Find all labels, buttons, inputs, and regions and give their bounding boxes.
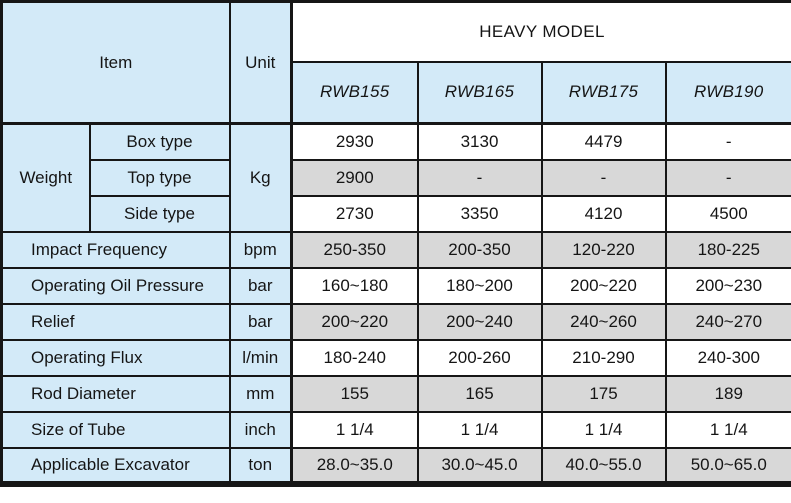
unit-header: Unit (228, 0, 293, 125)
value-cell: 40.0~55.0 (540, 446, 667, 485)
weight-type-label: Top type (88, 158, 231, 197)
spec-table: Item Unit HEAVY MODEL RWB155 RWB165 RWB1… (0, 0, 791, 487)
value-cell: 1 1/4 (540, 410, 667, 449)
value-cell: 200~230 (664, 266, 791, 305)
spec-row-operating-flux: Operating Flux l/min 180-240 200-260 210-290… (0, 338, 791, 377)
value-cell: 180-225 (664, 230, 791, 269)
value-cell: 180~200 (416, 266, 543, 305)
spec-row-rod-diameter: Rod Diameter mm 155 165 175 189 (0, 374, 791, 413)
table-header-row-group: Item Unit HEAVY MODEL (0, 0, 791, 125)
value-cell: 4120 (540, 194, 667, 233)
value-cell: 240~260 (540, 302, 667, 341)
table-header-row-models: RWB155 RWB165 RWB175 RWB190 (2, 60, 791, 125)
weight-row-top-type: Top type 2900- - - (2, 158, 791, 197)
value-cell: 180-240 (290, 338, 419, 377)
row-label: Applicable Excavator (0, 446, 231, 485)
weight-row-box-type: Weight Box type Kg 2930 3130 4479- (0, 122, 791, 233)
value-cell: 1 1/4 (416, 410, 543, 449)
unit-cell: mm (228, 374, 293, 413)
value-cell: 120-220 (540, 230, 667, 269)
value-cell: 200~220 (540, 266, 667, 305)
row-label: Impact Frequency (0, 230, 231, 269)
value-cell: 175 (540, 374, 667, 413)
value-cell: 2900 (290, 158, 419, 197)
spec-row-impact-frequency: Impact Frequency bpm 250-350 200-350 120-220… (0, 230, 791, 269)
value-cell: 1 1/4 (664, 410, 791, 449)
value-cell: 2930 (290, 122, 419, 161)
value-cell: 4500 (664, 194, 791, 233)
row-label: Rod Diameter (0, 374, 231, 413)
weight-type-label: Side type (88, 194, 231, 233)
group-header-heavy-model: HEAVY MODEL (290, 0, 791, 63)
spec-table-body: Weight Box type Kg 2930 3130 4479- Top type 290… (0, 122, 791, 485)
model-header-rwb155: RWB155 (290, 60, 419, 125)
row-label: Relief (0, 302, 231, 341)
unit-cell: bar (228, 266, 293, 305)
unit-cell: inch (228, 410, 293, 449)
value-cell: 250-350 (290, 230, 419, 269)
weight-row-side-type: Side type 2730 3350 4120 4500 (2, 194, 791, 233)
value-cell: 200-260 (416, 338, 543, 377)
unit-cell: Kg (228, 122, 293, 233)
value-cell: 200~240 (416, 302, 543, 341)
unit-cell: bpm (228, 230, 293, 269)
spec-row-size-of-tube: Size of Tube inch 1 1/4 1 1/4 1 1/4 1 1/4 (0, 410, 791, 449)
item-header: Item (0, 0, 231, 125)
model-header-rwb175: RWB175 (540, 60, 667, 125)
value-cell: 240~270 (664, 302, 791, 341)
value-cell: 165 (416, 374, 543, 413)
row-label: Operating Flux (0, 338, 231, 377)
value-cell: 2730 (290, 194, 419, 233)
model-header-rwb165: RWB165 (416, 60, 543, 125)
value-cell: - (664, 122, 791, 161)
value-cell: 30.0~45.0 (416, 446, 543, 485)
spec-row-operating-oil-pressure: Operating Oil Pressure bar 160~180 180~200 2… (0, 266, 791, 305)
value-cell: 210-290 (540, 338, 667, 377)
value-cell: 28.0~35.0 (290, 446, 419, 485)
unit-cell: l/min (228, 338, 293, 377)
value-cell: 200-350 (416, 230, 543, 269)
unit-cell: ton (228, 446, 293, 485)
value-cell: 240-300 (664, 338, 791, 377)
value-cell: 50.0~65.0 (664, 446, 791, 485)
value-cell: 160~180 (290, 266, 419, 305)
model-header-rwb190: RWB190 (664, 60, 791, 125)
value-cell: 155 (290, 374, 419, 413)
value-cell: - (416, 158, 543, 197)
row-label: Size of Tube (0, 410, 231, 449)
spec-row-relief: Relief bar 200~220 200~240 240~260 240~270 (0, 302, 791, 341)
value-cell: 200~220 (290, 302, 419, 341)
value-cell: 4479 (540, 122, 667, 161)
value-cell: - (540, 158, 667, 197)
weight-group-label: Weight (0, 122, 91, 233)
row-label: Operating Oil Pressure (0, 266, 231, 305)
value-cell: 1 1/4 (290, 410, 419, 449)
value-cell: - (664, 158, 791, 197)
value-cell: 189 (664, 374, 791, 413)
spec-row-applicable-excavator: Applicable Excavator ton 28.0~35.0 30.0~45.… (0, 446, 791, 485)
value-cell: 3350 (416, 194, 543, 233)
value-cell: 3130 (416, 122, 543, 161)
unit-cell: bar (228, 302, 293, 341)
weight-type-label: Box type (88, 122, 231, 161)
